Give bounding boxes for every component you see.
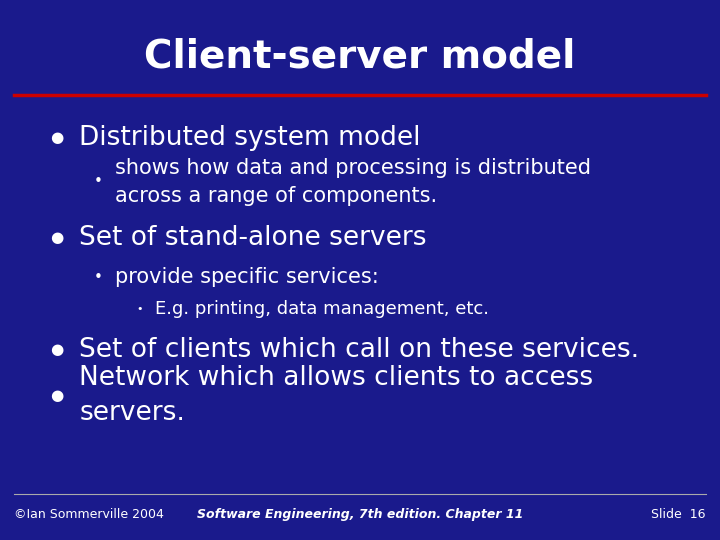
Text: Set of stand-alone servers: Set of stand-alone servers [79, 225, 427, 251]
Text: ●: ● [50, 388, 63, 403]
Text: Network which allows clients to access
servers.: Network which allows clients to access s… [79, 365, 593, 426]
Text: Distributed system model: Distributed system model [79, 125, 420, 151]
Text: Set of clients which call on these services.: Set of clients which call on these servi… [79, 337, 639, 363]
Text: E.g. printing, data management, etc.: E.g. printing, data management, etc. [155, 300, 489, 319]
Text: Slide  16: Slide 16 [651, 508, 706, 521]
Text: shows how data and processing is distributed
across a range of components.: shows how data and processing is distrib… [115, 158, 591, 206]
Text: •: • [94, 174, 102, 190]
Text: Client-server model: Client-server model [144, 38, 576, 76]
Text: ©Ian Sommerville 2004: ©Ian Sommerville 2004 [14, 508, 164, 521]
Text: Software Engineering, 7th edition. Chapter 11: Software Engineering, 7th edition. Chapt… [197, 508, 523, 521]
Text: •: • [137, 305, 143, 314]
Text: provide specific services:: provide specific services: [115, 267, 379, 287]
Text: ●: ● [50, 130, 63, 145]
Text: •: • [94, 269, 102, 285]
Text: ●: ● [50, 230, 63, 245]
Text: ●: ● [50, 342, 63, 357]
